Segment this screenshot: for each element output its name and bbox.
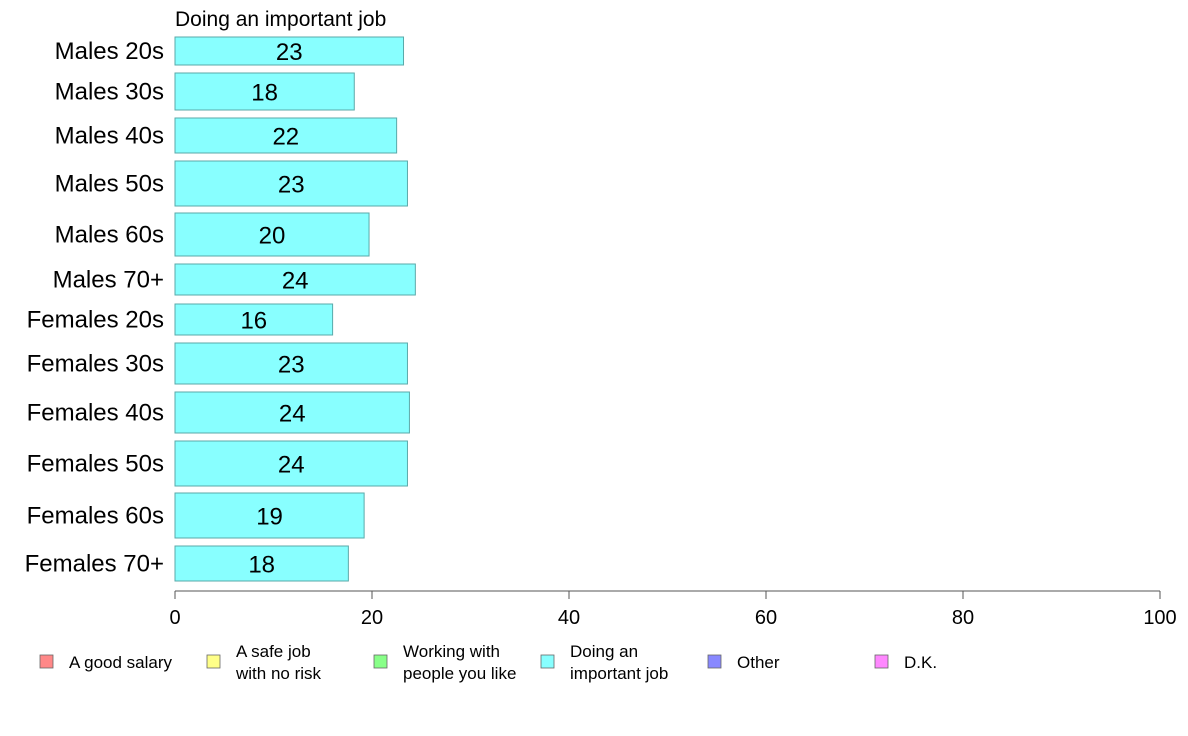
- category-label: Males 70+: [53, 267, 164, 294]
- bar-males-70plus: [174, 263, 416, 296]
- bar-females-20s: [174, 303, 334, 336]
- legend-swatch: [707, 654, 722, 669]
- legend-label: with no risk: [235, 664, 322, 683]
- bar-males-20s: [174, 36, 405, 66]
- category-label: Females 30s: [27, 351, 164, 378]
- bar-females-40s: [174, 391, 410, 434]
- legend-swatch: [874, 654, 889, 669]
- category-label: Males 40s: [55, 123, 164, 150]
- category-label: Males 50s: [55, 171, 164, 198]
- value-label: 23: [278, 172, 305, 199]
- category-label: Females 40s: [27, 400, 164, 427]
- x-tick-label: 100: [1143, 607, 1176, 629]
- legend-label: A good salary: [69, 653, 173, 672]
- legend-label: A safe job: [236, 642, 311, 661]
- value-label: 24: [278, 452, 305, 479]
- value-label: 23: [278, 352, 305, 379]
- legend-swatch: [373, 654, 388, 669]
- category-label: Females 50s: [27, 451, 164, 478]
- legend: A good salary A safe job with no risk Worki…: [39, 642, 937, 683]
- bar-females-60s: [174, 492, 365, 539]
- bar-males-60s: [174, 212, 370, 257]
- legend-swatch: [540, 654, 555, 669]
- bar-females-50s: [174, 440, 408, 487]
- legend-label: Doing an: [570, 642, 638, 661]
- category-label: Females 70+: [25, 551, 164, 578]
- x-tick-label: 40: [558, 607, 580, 629]
- x-tick-label: 60: [755, 607, 777, 629]
- value-label: 22: [272, 124, 299, 151]
- legend-label: people you like: [403, 664, 516, 683]
- value-label: 20: [259, 223, 286, 250]
- x-axis: 0 20 40 60 80 100: [169, 590, 1177, 629]
- legend-label: Working with: [403, 642, 500, 661]
- category-label: Females 60s: [27, 503, 164, 530]
- value-label: 18: [248, 552, 275, 579]
- bars-group: Males 20s 23 Males 30s 18 Males 40s 22 Males 5…: [25, 36, 416, 582]
- x-tick-label: 0: [169, 607, 180, 629]
- value-label: 18: [251, 80, 278, 107]
- value-label: 19: [256, 504, 283, 531]
- category-label: Males 30s: [55, 79, 164, 106]
- value-label: 24: [279, 401, 306, 428]
- chart-title: Doing an important job: [175, 8, 386, 31]
- category-label: Females 20s: [27, 307, 164, 334]
- bar-males-30s: [174, 72, 355, 111]
- value-label: 24: [282, 268, 309, 295]
- category-label: Males 20s: [55, 38, 164, 65]
- legend-swatch: [206, 654, 221, 669]
- legend-label: D.K.: [904, 653, 937, 672]
- bar-females-30s: [174, 342, 408, 385]
- legend-label: Other: [737, 653, 780, 672]
- value-label: 16: [240, 308, 267, 335]
- bar-females-70plus: [174, 545, 349, 582]
- value-label: 23: [276, 39, 303, 66]
- bar-males-40s: [174, 117, 398, 154]
- bar-males-50s: [174, 160, 408, 207]
- category-label: Males 60s: [55, 222, 164, 249]
- x-tick-label: 80: [952, 607, 974, 629]
- x-tick-label: 20: [361, 607, 383, 629]
- legend-label: important job: [570, 664, 668, 683]
- legend-swatch: [39, 654, 54, 669]
